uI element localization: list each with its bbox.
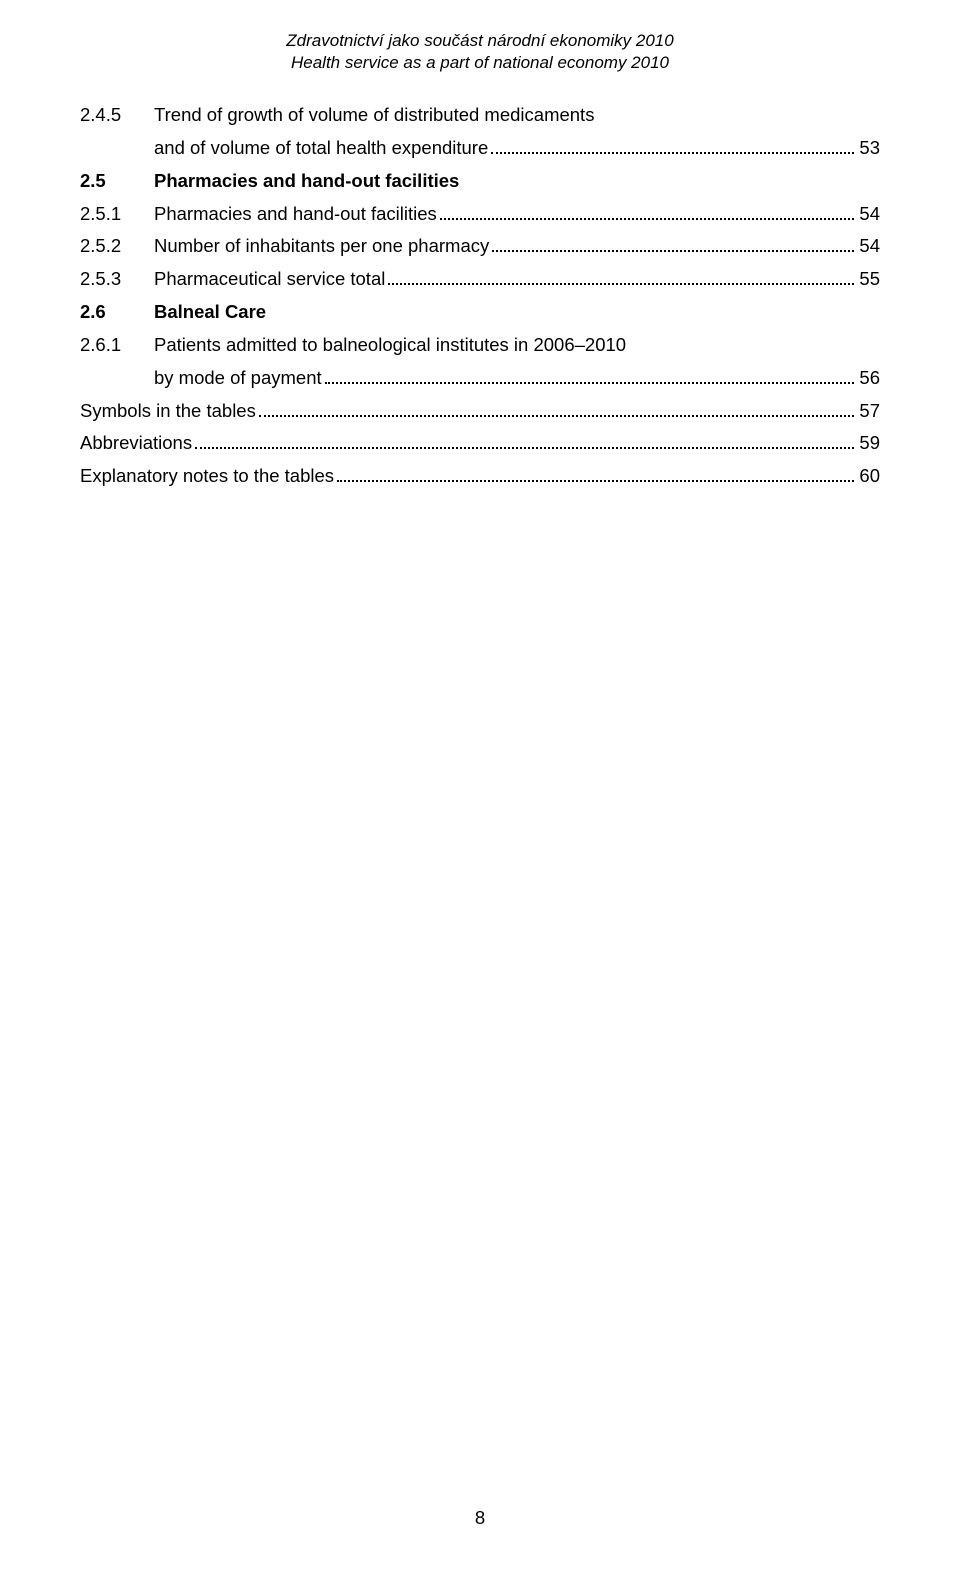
toc-label: Explanatory notes to the tables (80, 463, 334, 490)
toc-section-heading: 2.5 Pharmacies and hand-out facilities (80, 168, 880, 195)
toc-number: 2.4.5 (80, 102, 154, 129)
toc-page-number: 54 (859, 201, 880, 228)
toc-label: and of volume of total health expenditur… (154, 135, 488, 162)
toc-page-number: 60 (859, 463, 880, 490)
toc-number: 2.6 (80, 299, 154, 326)
page-header: Zdravotnictví jako součást národní ekono… (80, 30, 880, 74)
toc-entry: 2.4.5 Trend of growth of volume of distr… (80, 102, 880, 129)
toc-entry-continuation: by mode of payment 56 (154, 365, 880, 392)
toc-label: Number of inhabitants per one pharmacy (154, 233, 489, 260)
header-line-2: Health service as a part of national eco… (80, 52, 880, 74)
toc-entry: Symbols in the tables 57 (80, 398, 880, 425)
toc-entry: 2.6.1 Patients admitted to balneological… (80, 332, 880, 359)
toc-entry-continuation: and of volume of total health expenditur… (154, 135, 880, 162)
toc-page-number: 59 (859, 430, 880, 457)
toc-number: 2.6.1 (80, 332, 154, 359)
toc-number: 2.5.2 (80, 233, 154, 260)
toc-label: Pharmacies and hand-out facilities (154, 168, 459, 195)
toc-label: Balneal Care (154, 299, 266, 326)
toc-entry: 2.5.1 Pharmacies and hand-out facilities… (80, 201, 880, 228)
toc-page-number: 55 (859, 266, 880, 293)
toc-leader-dots (491, 137, 854, 154)
toc-leader-dots (337, 465, 854, 482)
header-line-1: Zdravotnictví jako součást národní ekono… (80, 30, 880, 52)
toc-label: Abbreviations (80, 430, 192, 457)
toc-page-number: 57 (859, 398, 880, 425)
toc-leader-dots (388, 269, 854, 286)
toc-leader-dots (325, 367, 855, 384)
toc-label: Patients admitted to balneological insti… (154, 332, 626, 359)
toc-leader-dots (259, 400, 855, 417)
toc-number: 2.5.3 (80, 266, 154, 293)
toc-label: by mode of payment (154, 365, 322, 392)
document-page: Zdravotnictví jako součást národní ekono… (0, 0, 960, 490)
toc-label: Trend of growth of volume of distributed… (154, 102, 594, 129)
toc-entry: 2.5.3 Pharmaceutical service total 55 (80, 266, 880, 293)
toc-page-number: 54 (859, 233, 880, 260)
toc-leader-dots (195, 433, 854, 450)
toc-number: 2.5 (80, 168, 154, 195)
toc-leader-dots (440, 203, 855, 220)
toc-page-number: 53 (859, 135, 880, 162)
toc-section-heading: 2.6 Balneal Care (80, 299, 880, 326)
toc-leader-dots (492, 236, 854, 253)
toc-label: Pharmaceutical service total (154, 266, 385, 293)
table-of-contents: 2.4.5 Trend of growth of volume of distr… (80, 102, 880, 490)
toc-number: 2.5.1 (80, 201, 154, 228)
toc-entry: 2.5.2 Number of inhabitants per one phar… (80, 233, 880, 260)
toc-label: Pharmacies and hand-out facilities (154, 201, 437, 228)
toc-entry: Explanatory notes to the tables 60 (80, 463, 880, 490)
toc-page-number: 56 (859, 365, 880, 392)
page-number: 8 (0, 1507, 960, 1529)
toc-label: Symbols in the tables (80, 398, 256, 425)
toc-entry: Abbreviations 59 (80, 430, 880, 457)
